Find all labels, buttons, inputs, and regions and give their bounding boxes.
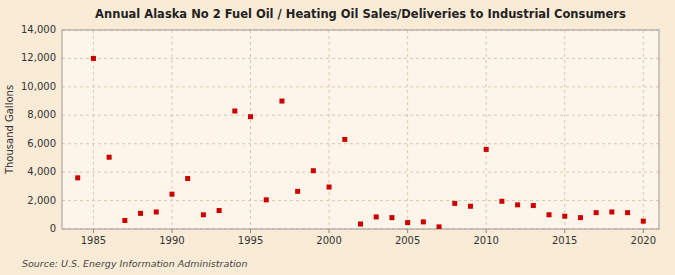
grid-line: [62, 172, 659, 173]
x-tick-label: 1995: [238, 235, 263, 246]
point: [421, 219, 426, 224]
grid: [62, 30, 659, 229]
point: [107, 155, 112, 160]
y-tick-label: 10,000: [21, 81, 56, 92]
point: [311, 168, 316, 173]
x-tick: [407, 229, 408, 233]
y-tick-label: 0: [50, 223, 56, 234]
x-tick-label: 2010: [473, 235, 498, 246]
point: [169, 192, 174, 197]
y-tick-label: 14,000: [21, 24, 56, 35]
grid-line: [643, 30, 644, 229]
grid-line: [62, 86, 659, 87]
point: [468, 204, 473, 209]
point: [185, 176, 190, 181]
point: [547, 212, 552, 217]
point: [358, 222, 363, 227]
y-tick-label: 6,000: [27, 138, 56, 149]
point: [264, 197, 269, 202]
x-tick: [329, 229, 330, 233]
point: [154, 209, 159, 214]
x-tick: [93, 229, 94, 233]
point: [578, 215, 583, 220]
point: [248, 114, 253, 119]
grid-line: [62, 143, 659, 144]
x-tick: [486, 229, 487, 233]
chart: 0 2,000 4,000 6,000 8,000 10,000 12,000 14,000 1…: [0, 0, 675, 275]
point: [232, 109, 237, 114]
y-tick-label: 8,000: [27, 109, 56, 120]
grid-line: [564, 30, 565, 229]
point: [531, 203, 536, 208]
point: [374, 214, 379, 219]
y-axis-label: Thousand Gallons: [4, 85, 15, 175]
point: [625, 210, 630, 215]
y-tick-label: 2,000: [27, 195, 56, 206]
x-tick-label: 1985: [81, 235, 106, 246]
y-tick-label: 4,000: [27, 166, 56, 177]
x-tick-label: 2020: [631, 235, 656, 246]
point: [201, 212, 206, 217]
points: [75, 56, 646, 229]
grid-line: [407, 30, 408, 229]
point: [405, 220, 410, 225]
point: [609, 209, 614, 214]
grid-line: [329, 30, 330, 229]
point: [91, 56, 96, 61]
grid-line: [62, 115, 659, 116]
source-note: Source: U.S. Energy Information Administ…: [22, 258, 247, 269]
point: [515, 202, 520, 207]
title: Annual Alaska No 2 Fuel Oil / Heating Oi…: [95, 7, 626, 21]
point: [594, 210, 599, 215]
point: [217, 208, 222, 213]
x-tick-label: 2005: [395, 235, 420, 246]
x-tick-label: 2015: [552, 235, 577, 246]
point: [295, 189, 300, 194]
point: [452, 201, 457, 206]
grid-line: [62, 58, 659, 59]
y-tick-label: 12,000: [21, 52, 56, 63]
point: [562, 214, 567, 219]
grid-line: [486, 30, 487, 229]
grid-line: [62, 200, 659, 201]
x-tick-label: 2000: [316, 235, 341, 246]
x-tick-label: 1990: [159, 235, 184, 246]
x-tick: [643, 229, 644, 233]
point: [138, 211, 143, 216]
point: [342, 137, 347, 142]
point: [75, 175, 80, 180]
x-tick: [250, 229, 251, 233]
x-tick: [171, 229, 172, 233]
point: [327, 185, 332, 190]
point: [437, 224, 442, 229]
x-tick: [564, 229, 565, 233]
point: [484, 147, 489, 152]
point: [641, 219, 646, 224]
grid-line: [250, 30, 251, 229]
point: [279, 99, 284, 104]
point: [122, 218, 127, 223]
point: [389, 215, 394, 220]
plot-frame: [62, 30, 659, 229]
plot-area: [62, 30, 659, 229]
grid-line: [171, 30, 172, 229]
point: [499, 199, 504, 204]
